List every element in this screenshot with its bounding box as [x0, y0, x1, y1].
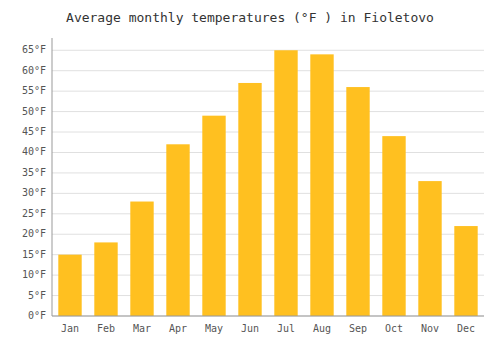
x-tick-label: Apr	[169, 323, 187, 334]
grid-line	[52, 111, 484, 112]
bar	[238, 83, 261, 316]
x-axis-line	[52, 316, 484, 317]
y-tick-label: 25°F	[22, 208, 46, 219]
y-tick-label: 35°F	[22, 167, 46, 178]
x-tick-label: Nov	[421, 323, 439, 334]
chart-container: 0°F 5°F 10°F 15°F 20°F 25°F 30°F 35°F 40°F 45°F 50…	[0, 0, 500, 350]
bar	[382, 136, 405, 316]
x-tick-label: Aug	[313, 323, 331, 334]
grid-line	[52, 70, 484, 71]
y-tick-label: 55°F	[22, 85, 46, 96]
bars	[58, 50, 477, 316]
bar	[166, 144, 189, 316]
y-tick-label: 20°F	[22, 228, 46, 239]
grid-line	[52, 50, 484, 51]
x-tick-label: Feb	[97, 323, 115, 334]
x-tick-label: May	[205, 323, 223, 334]
grid-line	[52, 91, 484, 92]
y-tick-label: 60°F	[22, 65, 46, 76]
page: {"chart_data": {"type": "bar", "title": …	[0, 0, 500, 350]
bar	[454, 226, 477, 316]
bar	[58, 255, 81, 316]
bar	[94, 242, 117, 316]
x-tick-label: Jun	[241, 323, 259, 334]
x-tick-label: Sep	[349, 323, 367, 334]
x-tick-label: Mar	[133, 323, 151, 334]
grid-line	[52, 152, 484, 153]
y-axis-line	[52, 38, 53, 316]
grid-line	[52, 316, 484, 317]
x-tick-label: Jul	[277, 323, 295, 334]
y-tick-label: 30°F	[22, 187, 46, 198]
bar	[202, 116, 225, 316]
chart-title: Average monthly temperatures (°F ) in Fi…	[66, 10, 434, 25]
y-tick-label: 65°F	[22, 44, 46, 55]
y-tick-label: 50°F	[22, 106, 46, 117]
bar	[418, 181, 441, 316]
y-axis-labels: 0°F 5°F 10°F 15°F 20°F 25°F 30°F 35°F 40°F 45°F 50…	[22, 44, 46, 321]
bar	[130, 202, 153, 316]
y-tick-label: 10°F	[22, 269, 46, 280]
y-tick-label: 15°F	[22, 249, 46, 260]
x-axis-labels: Jan Feb Mar Apr May Jun Jul Aug Sep Oct Nov Dec	[61, 323, 475, 334]
y-tick-label: 40°F	[22, 146, 46, 157]
bar	[310, 54, 333, 316]
x-tick-label: Dec	[457, 323, 475, 334]
chart-svg: 0°F 5°F 10°F 15°F 20°F 25°F 30°F 35°F 40°F 45°F 50…	[0, 0, 500, 350]
grid	[52, 50, 484, 316]
x-tick-label: Jan	[61, 323, 79, 334]
grid-line	[52, 132, 484, 133]
x-tick-label: Oct	[385, 323, 403, 334]
y-tick-label: 5°F	[28, 290, 46, 301]
y-tick-label: 0°F	[28, 310, 46, 321]
y-tick-label: 45°F	[22, 126, 46, 137]
bar	[346, 87, 369, 316]
bar	[274, 50, 297, 316]
grid-line	[52, 172, 484, 173]
